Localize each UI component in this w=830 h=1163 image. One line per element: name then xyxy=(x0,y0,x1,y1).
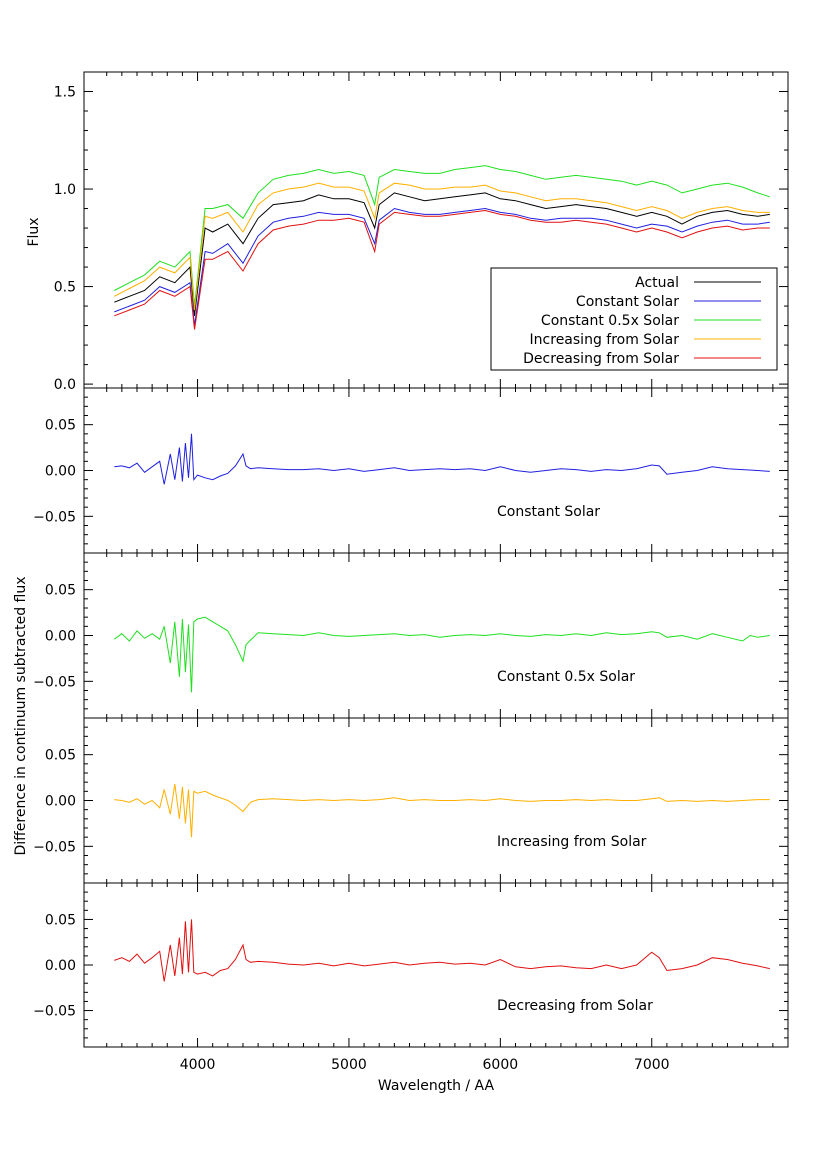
y-tick-label: 1.0 xyxy=(54,182,76,198)
legend-label: Constant 0.5x Solar xyxy=(541,313,679,329)
y-tick-label: 0.0 xyxy=(54,377,76,393)
panel-frame xyxy=(83,882,789,1048)
difference-y-axis-label: Difference in continuum subtracted flux xyxy=(13,576,29,855)
panel-label: Decreasing from Solar xyxy=(497,998,653,1014)
y-tick-label: −0.05 xyxy=(33,509,76,525)
x-tick-label: 4000 xyxy=(180,1057,216,1073)
legend-box xyxy=(490,267,778,371)
panel-frame xyxy=(83,387,789,554)
x-tick-label: 5000 xyxy=(331,1057,367,1073)
legend-label: Increasing from Solar xyxy=(530,332,680,348)
series-line-constant-solar xyxy=(114,207,770,326)
chart-panels: 0.0 0.5 1.0 1.5 Actual Constant Solar Constant… xyxy=(33,71,789,1073)
y-tick-label: 0.05 xyxy=(45,583,76,599)
panel-diff-constant-solar: 0.05 0.00 −0.05 Constant Solar xyxy=(33,387,789,554)
flux-y-axis-label: Flux xyxy=(26,217,42,246)
panel-label: Constant 0.5x Solar xyxy=(497,669,635,685)
y-tick-label: 0.00 xyxy=(45,958,76,974)
legend-label: Constant Solar xyxy=(576,294,679,310)
x-tick-label: 7000 xyxy=(634,1057,670,1073)
panel-diff-constant-half-solar: 0.05 0.00 −0.05 Constant 0.5x Solar xyxy=(33,552,789,719)
series-line-increasing-from-solar xyxy=(114,182,770,311)
series-line-decreasing-from-solar xyxy=(114,209,770,330)
legend-label: Actual xyxy=(635,275,679,291)
panel-diff-decreasing-from-solar: 0.05 0.00 −0.05 Decreasing from Solar xyxy=(33,882,789,1048)
y-tick-label: 0.00 xyxy=(45,629,76,645)
y-tick-label: −0.05 xyxy=(33,1004,76,1020)
legend: Actual Constant Solar Constant 0.5x Solar I… xyxy=(490,267,778,371)
y-tick-label: −0.05 xyxy=(33,674,76,690)
panel-diff-increasing-from-solar: 0.05 0.00 −0.05 Increasing from Solar xyxy=(33,717,789,884)
y-tick-label: 0.05 xyxy=(45,748,76,764)
y-tick-label: 0.00 xyxy=(45,464,76,480)
legend-label: Decreasing from Solar xyxy=(523,351,679,367)
panel-flux: 0.0 0.5 1.0 1.5 Actual Constant Solar Constant… xyxy=(54,71,789,393)
series-line-constant-0-5x-solar xyxy=(114,616,770,693)
series-line-actual xyxy=(114,192,770,316)
panel-label: Constant Solar xyxy=(497,504,600,520)
x-tick-label: 6000 xyxy=(483,1057,519,1073)
y-tick-label: 0.05 xyxy=(45,418,76,434)
panel-label: Increasing from Solar xyxy=(497,834,647,850)
series-line-decreasing-from-solar xyxy=(114,919,770,982)
y-tick-label: 1.5 xyxy=(54,85,76,101)
series-line-constant-solar xyxy=(114,433,770,485)
y-tick-label: −0.05 xyxy=(33,839,76,855)
series-line-constant-0-5x-solar xyxy=(114,165,770,307)
series-line-increasing-from-solar xyxy=(114,783,770,838)
y-tick-label: 0.5 xyxy=(54,280,76,296)
y-tick-label: 0.05 xyxy=(45,912,76,928)
y-tick-label: 0.00 xyxy=(45,794,76,810)
x-axis-label: Wavelength / AA xyxy=(378,1078,495,1094)
